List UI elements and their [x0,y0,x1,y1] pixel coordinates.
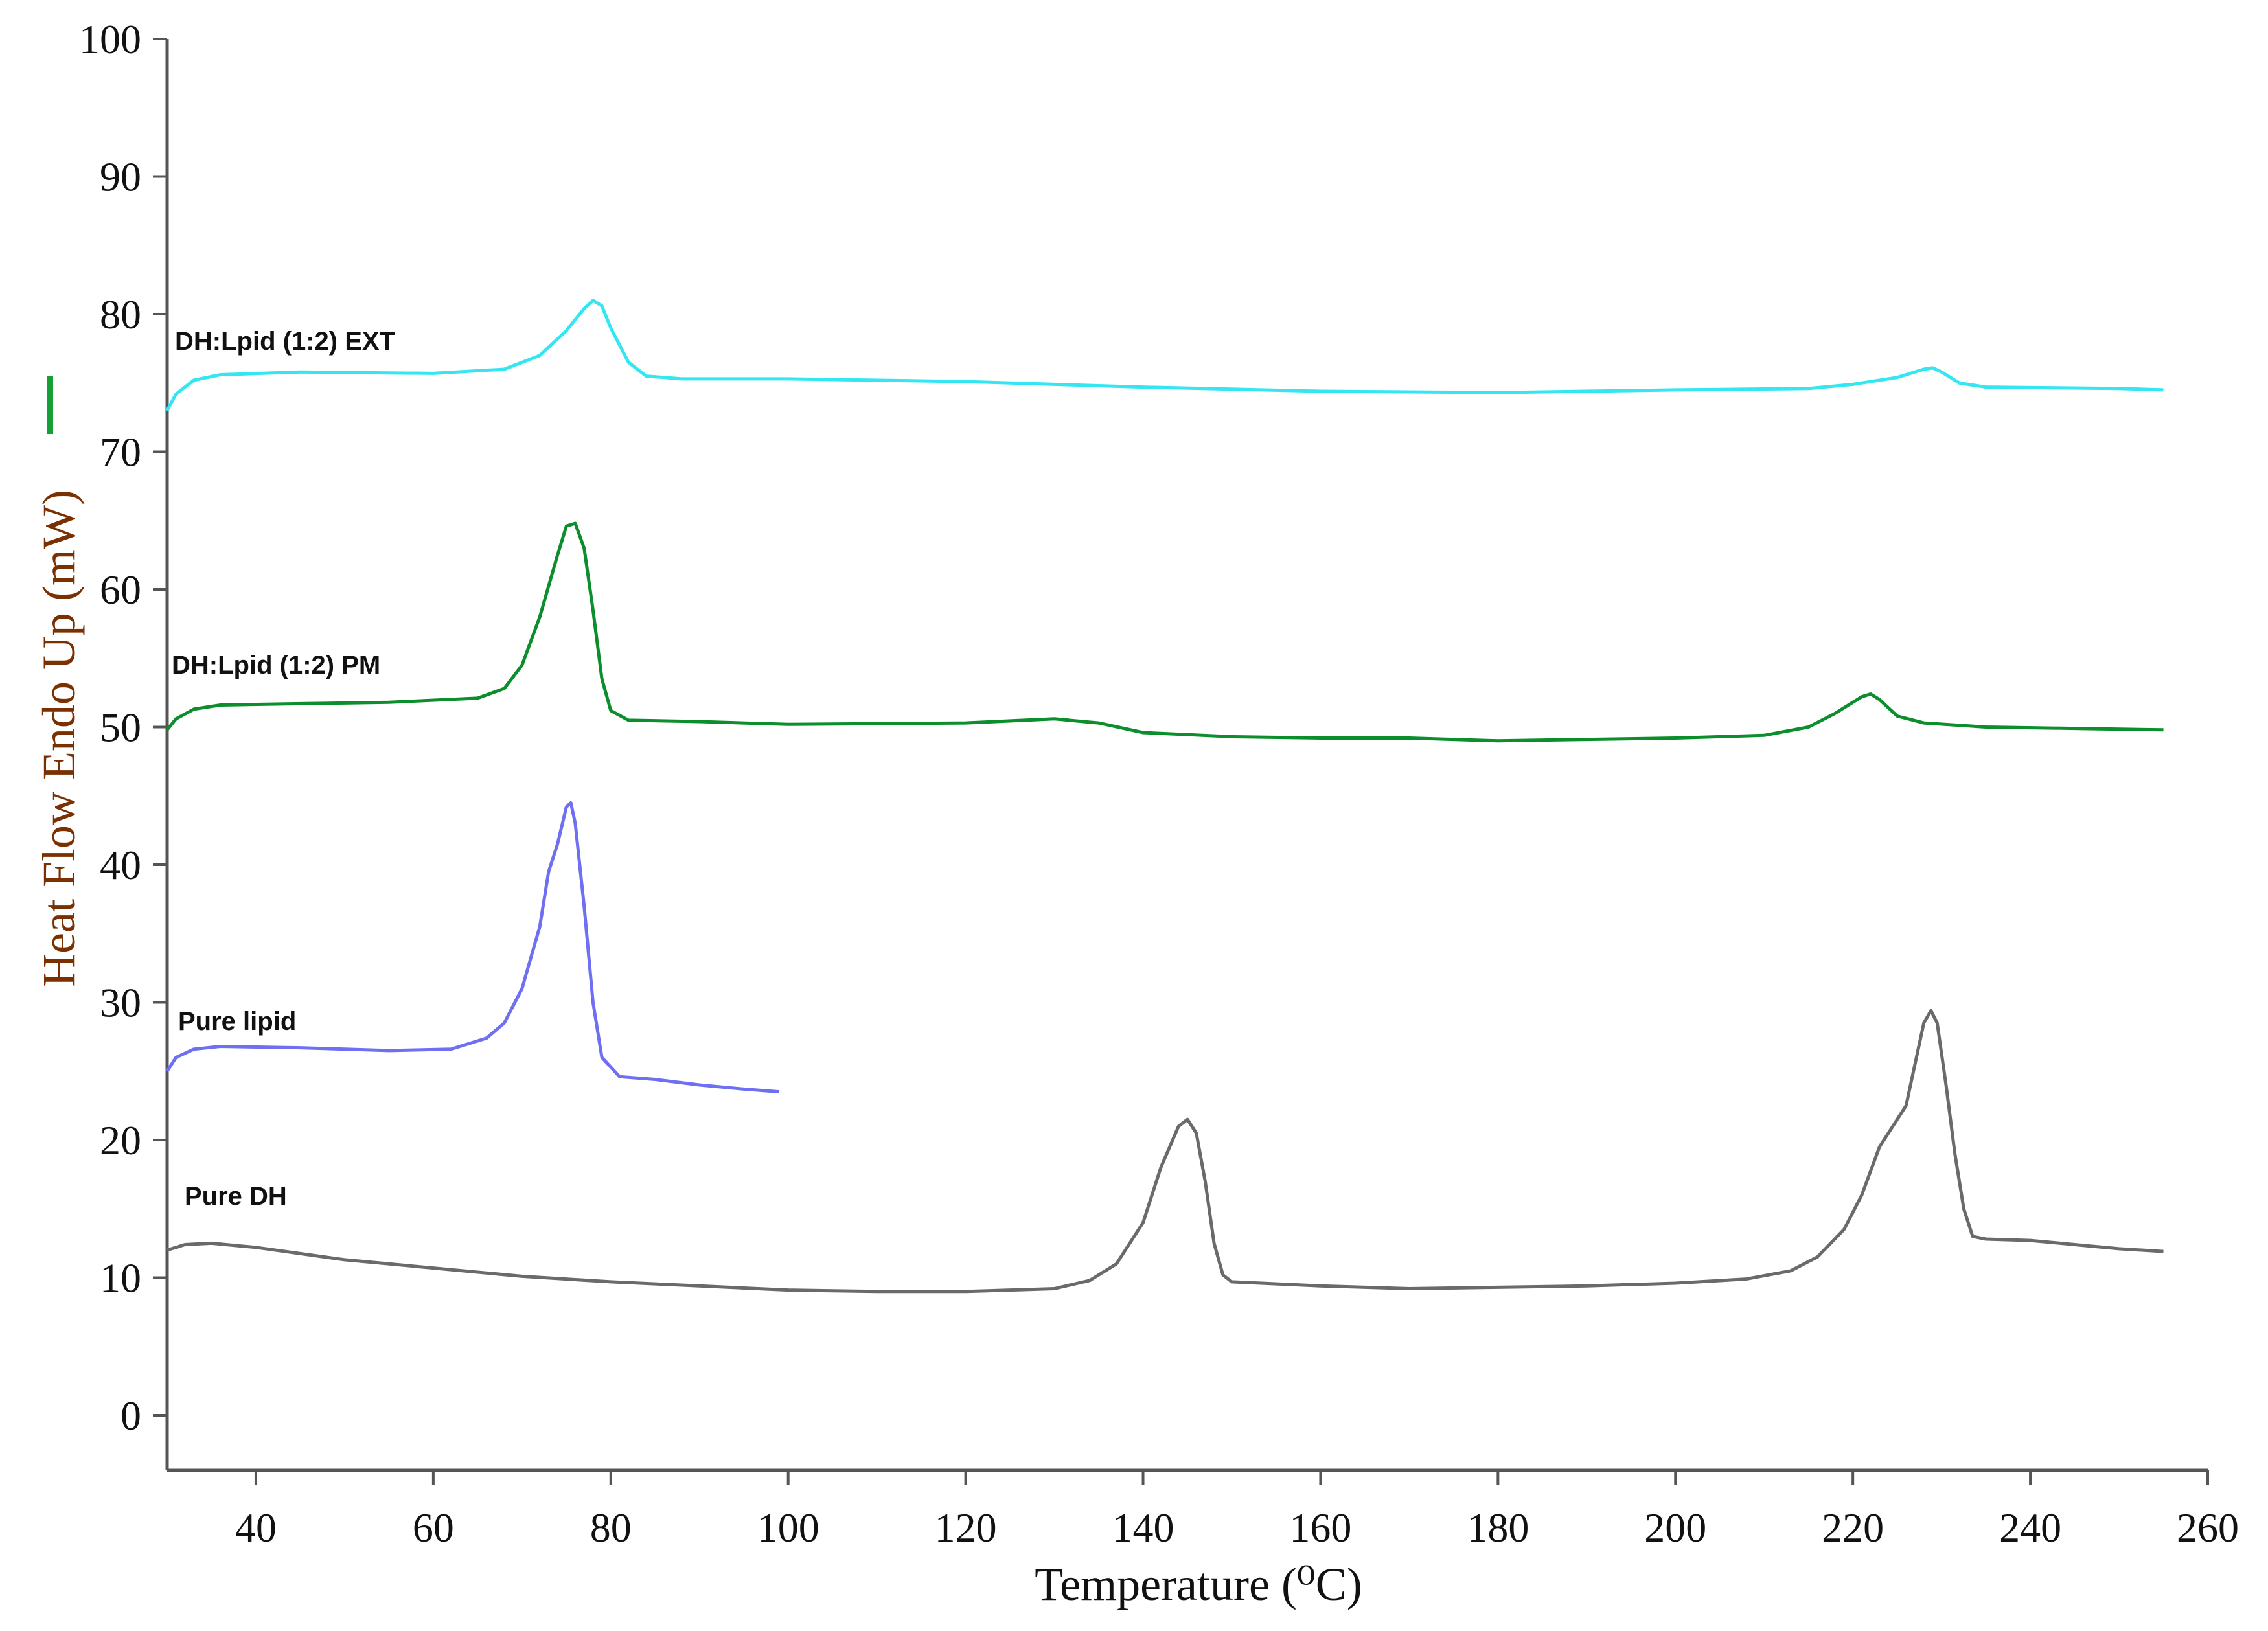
series-annotation: DH:Lpid (1:2) EXT [175,327,395,356]
x-tick-label: 80 [590,1505,632,1551]
series-line-pure-dh [166,1009,2164,1294]
series-line-dh-lpid-1-2-pm [166,521,2164,743]
x-tick-label: 220 [1822,1505,1884,1551]
x-tick-label: 100 [757,1505,819,1551]
y-axis-title-marker [47,376,53,434]
y-tick-label: 70 [100,429,141,475]
x-tick-label: 120 [935,1505,997,1551]
axes: 40 60 80 100 120 140 160 180 200 220 240 260 0 10 20 30… [79,16,2239,1551]
x-tick-label: 40 [235,1505,277,1551]
y-tick-label: 80 [100,291,141,337]
y-tick-label: 100 [79,16,141,62]
y-tick-label: 90 [100,154,141,200]
y-tick-label: 10 [100,1255,141,1301]
x-tick-label: 60 [413,1505,454,1551]
series-line-dh-lpid-1-2-ext [165,299,2164,411]
y-tick-label: 0 [120,1393,141,1439]
axis-titles: Temperature (⁰C) Heat Flow Endo Up (mW) [33,376,1362,1610]
x-tick-label: 160 [1289,1505,1351,1551]
x-axis-title: Temperature (⁰C) [1035,1558,1362,1610]
y-tick-label: 40 [100,842,141,888]
series-annotation: DH:Lpid (1:2) PM [172,651,380,679]
y-tick-label: 50 [100,705,141,751]
series-line-pure-lipid [165,801,780,1094]
series-annotations: DH:Lpid (1:2) EXT DH:Lpid (1:2) PM Pure li… [172,327,395,1211]
y-tick-label: 60 [100,567,141,613]
y-tick-label: 20 [100,1117,141,1163]
series-annotation: Pure DH [185,1182,287,1211]
series-annotation: Pure lipid [178,1007,296,1036]
series-lines [165,299,2164,1294]
x-tick-label: 140 [1112,1505,1174,1551]
y-tick-label: 30 [100,980,141,1026]
x-tick-label: 180 [1467,1505,1529,1551]
x-tick-label: 240 [1999,1505,2061,1551]
y-axis-title: Heat Flow Endo Up (mW) [33,490,85,987]
x-tick-label: 200 [1644,1505,1706,1551]
x-tick-label: 260 [2177,1505,2239,1551]
